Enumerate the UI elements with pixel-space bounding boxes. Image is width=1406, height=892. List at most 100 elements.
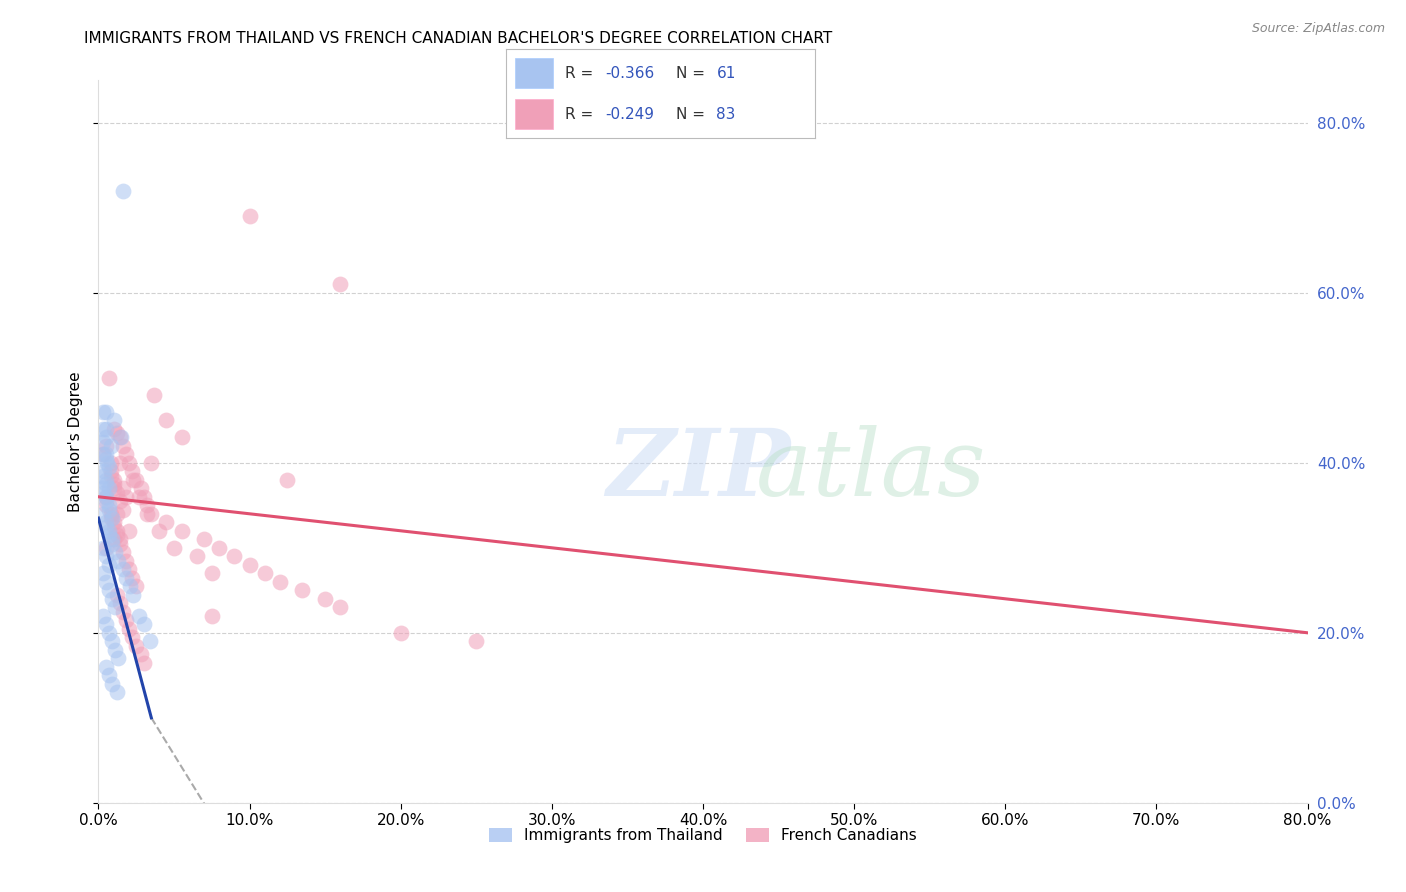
Point <box>108 533 131 547</box>
Point <box>269 574 291 589</box>
Point <box>104 642 127 657</box>
FancyBboxPatch shape <box>516 58 553 88</box>
Point <box>94 477 117 491</box>
Point <box>94 473 117 487</box>
Point <box>148 524 170 538</box>
Text: -0.366: -0.366 <box>605 66 654 80</box>
Point <box>125 473 148 487</box>
Point <box>103 481 125 495</box>
Point <box>98 481 121 495</box>
Point <box>108 430 131 444</box>
Point <box>100 464 122 478</box>
Point <box>94 494 117 508</box>
Point <box>135 498 157 512</box>
Point <box>114 490 136 504</box>
Point <box>291 583 314 598</box>
Point <box>108 596 131 610</box>
Point <box>120 579 142 593</box>
Point <box>98 460 121 475</box>
Point <box>121 464 143 478</box>
Legend: Immigrants from Thailand, French Canadians: Immigrants from Thailand, French Canadia… <box>484 822 922 849</box>
Point <box>103 516 125 530</box>
Point <box>329 277 352 292</box>
Point <box>98 558 121 572</box>
Text: R =: R = <box>565 66 598 80</box>
Point <box>122 473 145 487</box>
Point <box>111 562 134 576</box>
Point <box>94 405 117 419</box>
Point <box>170 430 193 444</box>
Point <box>91 405 114 419</box>
Point <box>239 558 262 572</box>
Point <box>114 553 136 567</box>
Point <box>100 468 122 483</box>
Point <box>163 541 186 555</box>
Point <box>108 536 131 550</box>
Point <box>125 639 148 653</box>
Point <box>94 422 117 436</box>
Point <box>314 591 336 606</box>
Point <box>101 536 124 550</box>
Point <box>94 574 117 589</box>
Point <box>91 507 114 521</box>
Point <box>155 413 177 427</box>
Point <box>105 485 128 500</box>
Point <box>91 447 114 461</box>
Point <box>170 524 193 538</box>
Point <box>100 511 122 525</box>
Point <box>276 473 298 487</box>
Point <box>107 553 129 567</box>
Point <box>98 498 121 512</box>
Point <box>329 600 352 615</box>
Point <box>91 447 114 461</box>
Text: Source: ZipAtlas.com: Source: ZipAtlas.com <box>1251 22 1385 36</box>
Point <box>91 566 114 581</box>
Point <box>101 677 124 691</box>
Point <box>118 456 141 470</box>
Point <box>139 634 162 648</box>
Point <box>101 591 124 606</box>
Point <box>105 524 128 538</box>
Point <box>94 617 117 632</box>
Point <box>114 570 136 584</box>
Point <box>118 622 141 636</box>
Point <box>98 524 121 538</box>
Point <box>94 447 117 461</box>
Point <box>94 439 117 453</box>
Point <box>98 583 121 598</box>
Point <box>94 549 117 564</box>
Point <box>98 625 121 640</box>
Point <box>98 528 121 542</box>
Text: N =: N = <box>676 66 710 80</box>
Point <box>121 570 143 584</box>
Point <box>101 511 124 525</box>
Text: atlas: atlas <box>606 425 986 516</box>
Point <box>129 647 152 661</box>
Point <box>94 519 117 533</box>
Point <box>98 371 121 385</box>
Point <box>94 490 117 504</box>
Point <box>93 464 115 478</box>
Point <box>103 422 125 436</box>
Point <box>103 413 125 427</box>
Point <box>101 533 124 547</box>
Point <box>104 545 127 559</box>
Point <box>135 507 157 521</box>
Point <box>155 516 177 530</box>
Point <box>91 422 114 436</box>
Text: N =: N = <box>676 107 710 121</box>
Point <box>239 209 262 223</box>
Point <box>111 605 134 619</box>
Point <box>132 656 155 670</box>
Point <box>111 502 134 516</box>
Point <box>224 549 246 564</box>
Point <box>94 541 117 555</box>
Point <box>141 456 163 470</box>
Point <box>125 579 148 593</box>
Text: R =: R = <box>565 107 598 121</box>
Point <box>105 588 128 602</box>
Point <box>103 533 125 547</box>
Point <box>98 668 121 682</box>
Point <box>100 456 122 470</box>
Point <box>105 507 128 521</box>
